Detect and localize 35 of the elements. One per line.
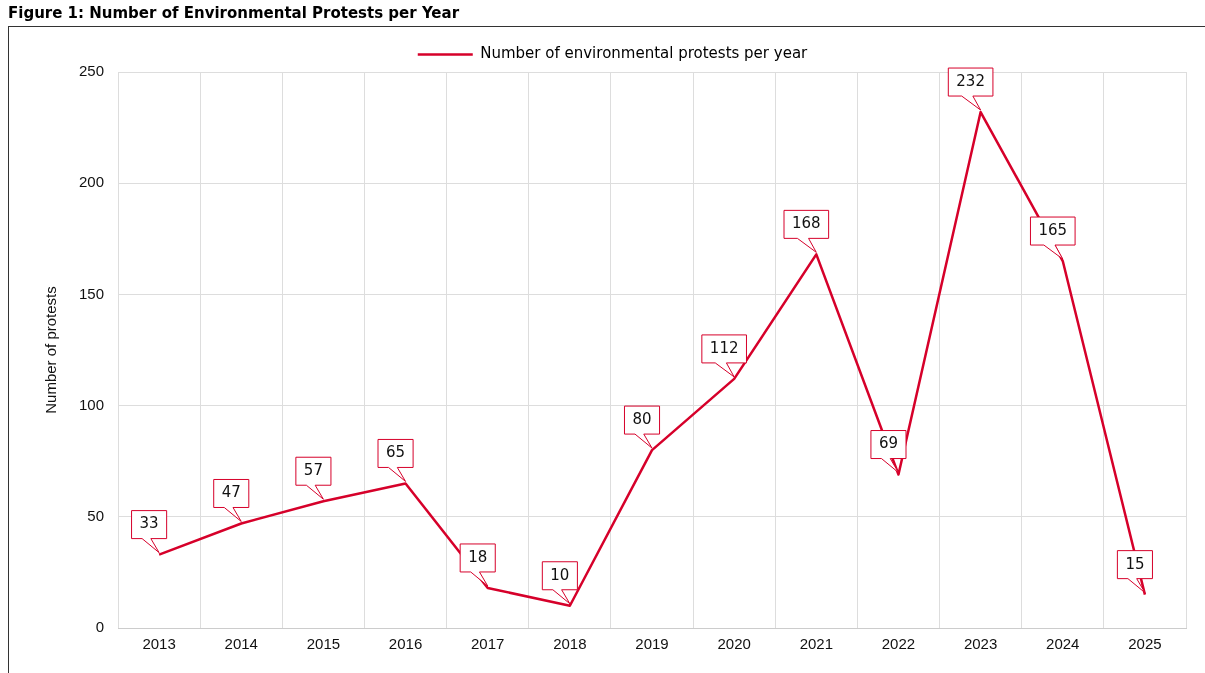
chart-title: Figure 1: Number of Environmental Protests per Year — [7, 3, 461, 24]
y-tick-label: 0 — [95, 618, 105, 636]
data-label: 10 — [550, 565, 570, 584]
data-label: 165 — [1038, 220, 1068, 239]
data-label: 112 — [709, 338, 739, 357]
data-label: 15 — [1125, 554, 1145, 573]
y-tick-label: 250 — [79, 62, 105, 80]
data-label: 47 — [221, 483, 241, 502]
legend-label: Number of environmental protests per year — [480, 44, 809, 63]
x-tick-label: 2019 — [635, 635, 669, 653]
x-tick-label: 2016 — [388, 635, 423, 653]
data-label: 80 — [632, 409, 652, 428]
x-tick-label: 2018 — [553, 635, 587, 653]
y-tick-label: 200 — [79, 173, 105, 191]
data-label: 57 — [303, 461, 323, 480]
x-tick-label: 2021 — [799, 635, 833, 653]
data-label: 18 — [468, 547, 488, 566]
x-tick-label: 2017 — [471, 635, 505, 653]
x-tick-label: 2023 — [963, 635, 998, 653]
data-label: 65 — [386, 443, 406, 462]
data-label: 69 — [878, 434, 899, 453]
y-axis-title: Number of protests — [42, 286, 60, 414]
x-tick-label: 2020 — [717, 635, 751, 653]
x-tick-label: 2022 — [881, 635, 916, 653]
y-tick-label: 100 — [79, 395, 105, 413]
data-label: 33 — [139, 514, 159, 533]
x-tick-label: 2015 — [306, 635, 341, 653]
x-tick-label: 2024 — [1046, 635, 1080, 653]
x-tick-label: 2013 — [142, 635, 176, 653]
data-label: 168 — [792, 214, 821, 233]
x-tick-label: 2025 — [1128, 635, 1162, 653]
data-label: 232 — [956, 71, 985, 90]
y-tick-label: 150 — [79, 284, 105, 302]
x-tick-label: 2014 — [224, 635, 258, 653]
y-tick-label: 50 — [87, 506, 105, 524]
